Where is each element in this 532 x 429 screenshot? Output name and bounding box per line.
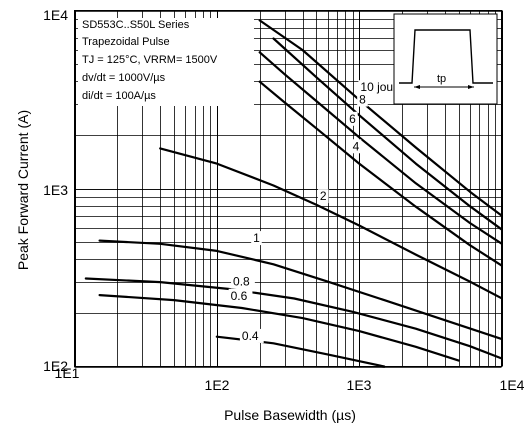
- curve-label-bg: [239, 328, 264, 343]
- x-tick-1e1: 1E1: [55, 365, 80, 381]
- note-conditions: TJ = 125°C, VRRM= 1500V: [82, 54, 218, 66]
- x-tick-1e2: 1E2: [205, 377, 230, 393]
- y-tick-1e4: 1E4: [43, 7, 68, 23]
- note-pulse: Trapezoidal Pulse: [82, 36, 170, 48]
- x-tick-1e3: 1E3: [347, 377, 372, 393]
- notes-background: [78, 18, 254, 106]
- curve-8j: [272, 37, 503, 231]
- x-axis-title: Pulse Basewidth (µs): [224, 407, 356, 423]
- curves: [84, 19, 503, 368]
- curve-label-bg: [317, 189, 329, 204]
- curve-label-bg: [228, 288, 253, 303]
- curve-label-0.4: 0.4: [242, 329, 259, 343]
- note-didt: di/dt = 100A/µs: [82, 90, 156, 102]
- curve-label-bg: [347, 111, 358, 126]
- curve-label-1: 1: [253, 231, 260, 245]
- inset-frame: [393, 13, 498, 105]
- x-tick-1e4: 1E4: [500, 377, 525, 393]
- curve-label-8: 8: [359, 93, 366, 107]
- y-tick-1e2: 1E2: [43, 358, 68, 374]
- tp-arrow-right: [468, 85, 474, 89]
- trapezoid-pulse: [399, 29, 493, 84]
- curve-label-bg: [251, 231, 262, 246]
- plot-frame: [74, 10, 502, 367]
- curve-6j: [258, 51, 503, 245]
- tp-arrow-left: [414, 85, 420, 89]
- curve-label-2: 2: [320, 189, 327, 203]
- curve-label-0.8: 0.8: [233, 274, 250, 288]
- tp-label: tp: [437, 73, 446, 85]
- curve-label-bg: [350, 139, 362, 154]
- note-series: SD553C..S50L Series: [82, 19, 190, 31]
- curve-label-bg: [357, 92, 368, 107]
- curve-2j: [159, 147, 503, 300]
- curve-1j: [98, 239, 503, 340]
- y-tick-1e3: 1E3: [43, 182, 68, 198]
- notes-block: SD553C..S50L Series Trapezoidal Pulse TJ…: [78, 18, 254, 106]
- pulse-inset: tp: [393, 13, 498, 105]
- curve-label-6: 6: [349, 112, 356, 126]
- y-axis-title: Peak Forward Current (A): [15, 110, 31, 270]
- note-dvdt: dv/dt = 1000V/µs: [82, 72, 166, 84]
- curve-10j: [258, 19, 503, 217]
- curve-label-bg: [231, 274, 255, 289]
- curve-label-4: 4: [353, 139, 360, 153]
- curve-4j: [258, 80, 503, 267]
- curve-label-0.6: 0.6: [231, 289, 248, 303]
- curve-0.6j: [98, 294, 460, 362]
- curve-0.8j: [84, 277, 503, 360]
